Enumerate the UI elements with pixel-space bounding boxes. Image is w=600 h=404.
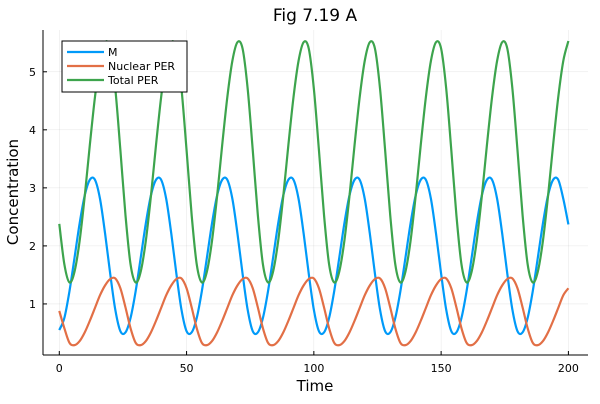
x-tick-label: 0 <box>56 362 63 375</box>
y-tick-label: 3 <box>29 182 36 195</box>
y-axis-label: Concentration <box>4 139 22 245</box>
x-tick-label: 150 <box>431 362 452 375</box>
x-tick-label: 200 <box>558 362 579 375</box>
legend-label: Total PER <box>107 74 159 87</box>
legend-label: M <box>108 46 118 59</box>
y-tick-label: 5 <box>29 66 36 79</box>
x-tick-label: 50 <box>180 362 194 375</box>
series-line-nuclear-per <box>58 276 570 347</box>
y-tick-label: 4 <box>29 124 36 137</box>
y-tick-label: 1 <box>29 298 36 311</box>
x-axis-label: Time <box>296 377 334 395</box>
series-line-total-per <box>58 40 570 284</box>
x-tick-label: 100 <box>303 362 324 375</box>
legend-label: Nuclear PER <box>108 60 175 73</box>
y-tick-label: 2 <box>29 240 36 253</box>
chart-title: Fig 7.19 A <box>273 6 358 26</box>
